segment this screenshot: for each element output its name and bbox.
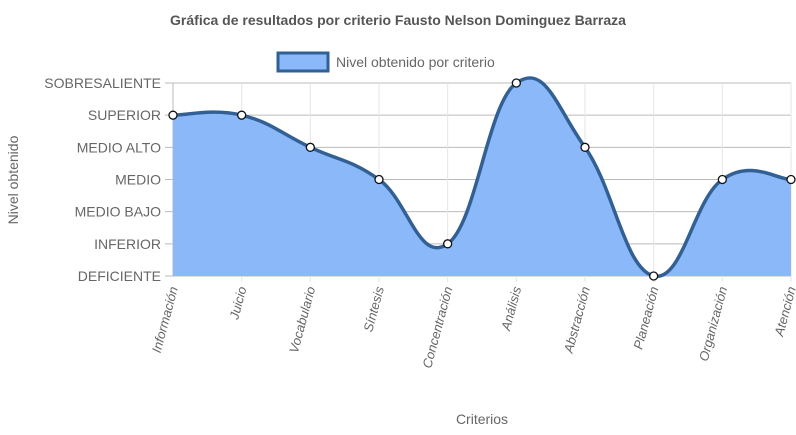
data-point[interactable] (511, 78, 521, 88)
legend-label: Nivel obtenido por criterio (336, 54, 495, 70)
series-area (173, 77, 791, 277)
data-points (168, 78, 796, 281)
data-point[interactable] (786, 174, 796, 185)
y-tick-label: INFERIOR (94, 236, 161, 252)
x-tick-label: Juicio (226, 285, 249, 322)
chart-title: Gráfica de resultados por criterio Faust… (170, 12, 626, 28)
data-point[interactable] (443, 239, 453, 249)
x-tick-label: Organización (696, 285, 730, 363)
y-tick-label: SOBRESALIENTE (44, 75, 161, 91)
x-tick-label: Vocabulario (286, 285, 318, 355)
x-tick-label: Concentración (419, 285, 455, 370)
x-tick-label: Síntesis (360, 284, 387, 333)
data-point[interactable] (717, 174, 727, 185)
x-tick-label: Planeación (630, 285, 661, 351)
x-axis-label: Criterios (456, 411, 508, 427)
legend-swatch (276, 51, 330, 73)
x-tick-label: Atención (771, 285, 796, 339)
data-point[interactable] (580, 142, 590, 152)
data-point[interactable] (237, 110, 247, 120)
y-axis-label: Nivel obtenido (5, 135, 21, 224)
series-line (172, 76, 792, 278)
plot-area (172, 76, 792, 278)
x-tick-label: Información (149, 285, 181, 354)
y-tick-label: MEDIO ALTO (77, 139, 161, 155)
x-tick-label: Análisis (498, 284, 524, 333)
x-axis: Información Juicio Vocabulario Síntesis Conc… (149, 284, 796, 369)
y-axis: DEFICIENTE INFERIOR MEDIO BAJO MEDIO MEDIO A… (44, 75, 161, 284)
data-point[interactable] (374, 174, 384, 185)
data-point[interactable] (649, 271, 659, 281)
data-point[interactable] (168, 110, 178, 120)
y-tick-label: DEFICIENTE (78, 268, 161, 284)
y-tick-label: MEDIO BAJO (75, 204, 161, 220)
legend[interactable]: Nivel obtenido por criterio (276, 51, 495, 73)
data-point[interactable] (305, 142, 315, 152)
y-tick-label: SUPERIOR (88, 107, 161, 123)
y-tick-label: MEDIO (115, 172, 161, 188)
x-tick-label: Abstracción (561, 285, 593, 355)
